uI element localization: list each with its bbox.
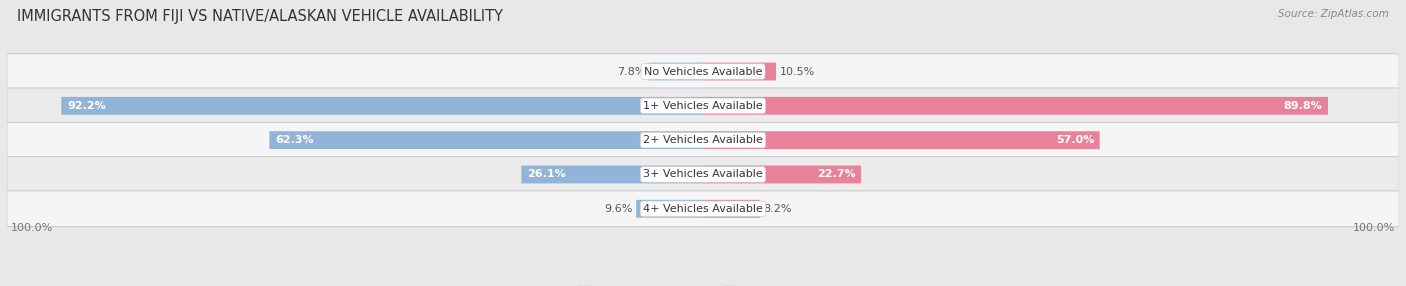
- FancyBboxPatch shape: [522, 166, 703, 183]
- FancyBboxPatch shape: [703, 97, 1329, 115]
- Text: IMMIGRANTS FROM FIJI VS NATIVE/ALASKAN VEHICLE AVAILABILITY: IMMIGRANTS FROM FIJI VS NATIVE/ALASKAN V…: [17, 9, 503, 23]
- Text: 100.0%: 100.0%: [1353, 223, 1396, 233]
- Legend: Immigrants from Fiji, Native/Alaskan: Immigrants from Fiji, Native/Alaskan: [574, 281, 832, 286]
- Text: 3+ Vehicles Available: 3+ Vehicles Available: [643, 170, 763, 179]
- FancyBboxPatch shape: [7, 191, 1399, 227]
- Text: 7.8%: 7.8%: [617, 67, 645, 76]
- FancyBboxPatch shape: [703, 63, 776, 80]
- FancyBboxPatch shape: [648, 63, 703, 80]
- Text: 92.2%: 92.2%: [67, 101, 105, 111]
- FancyBboxPatch shape: [7, 88, 1399, 124]
- Text: 10.5%: 10.5%: [779, 67, 815, 76]
- Text: 62.3%: 62.3%: [276, 135, 314, 145]
- FancyBboxPatch shape: [62, 97, 703, 115]
- Text: Source: ZipAtlas.com: Source: ZipAtlas.com: [1278, 9, 1389, 19]
- Text: 26.1%: 26.1%: [527, 170, 565, 179]
- Text: 1+ Vehicles Available: 1+ Vehicles Available: [643, 101, 763, 111]
- Text: 89.8%: 89.8%: [1284, 101, 1323, 111]
- Text: 57.0%: 57.0%: [1056, 135, 1094, 145]
- Text: 8.2%: 8.2%: [763, 204, 792, 214]
- FancyBboxPatch shape: [703, 200, 761, 218]
- FancyBboxPatch shape: [636, 200, 703, 218]
- Text: 9.6%: 9.6%: [605, 204, 633, 214]
- Text: 22.7%: 22.7%: [817, 170, 855, 179]
- Text: 100.0%: 100.0%: [10, 223, 53, 233]
- FancyBboxPatch shape: [703, 131, 1099, 149]
- Text: No Vehicles Available: No Vehicles Available: [644, 67, 762, 76]
- FancyBboxPatch shape: [270, 131, 703, 149]
- FancyBboxPatch shape: [7, 157, 1399, 192]
- FancyBboxPatch shape: [7, 54, 1399, 89]
- FancyBboxPatch shape: [7, 122, 1399, 158]
- Text: 4+ Vehicles Available: 4+ Vehicles Available: [643, 204, 763, 214]
- FancyBboxPatch shape: [703, 166, 860, 183]
- Text: 2+ Vehicles Available: 2+ Vehicles Available: [643, 135, 763, 145]
